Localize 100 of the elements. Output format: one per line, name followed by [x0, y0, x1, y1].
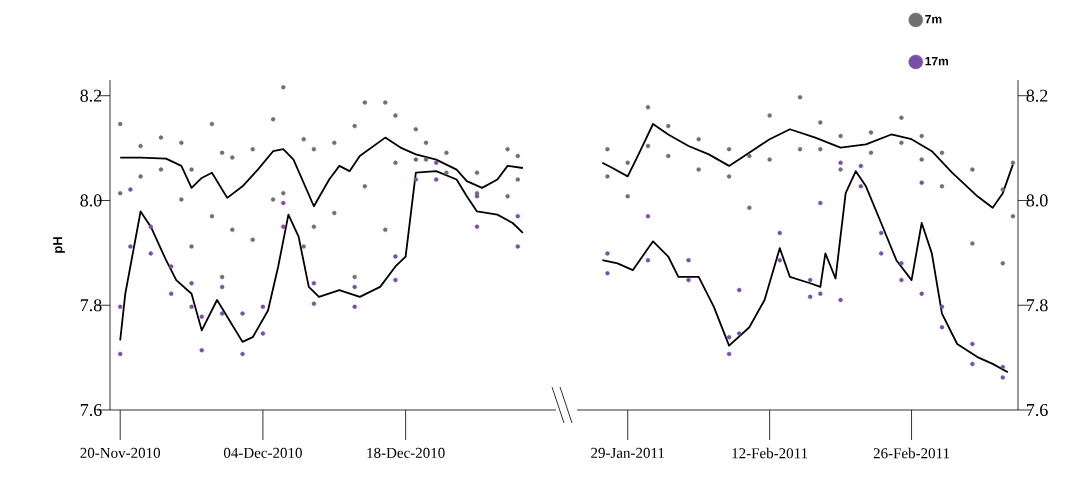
point [118, 190, 123, 196]
point [230, 155, 235, 160]
point [281, 224, 286, 229]
point [838, 160, 843, 165]
point [747, 205, 752, 211]
x-tick-label: 12-Feb-2011 [732, 447, 808, 459]
point [838, 133, 843, 139]
point [413, 157, 419, 162]
point [362, 184, 368, 189]
y-tick-label: 8.2 [80, 89, 102, 102]
point [219, 311, 225, 316]
point [189, 167, 194, 172]
point [515, 213, 520, 219]
point [939, 304, 945, 310]
point [919, 133, 924, 139]
point [696, 167, 701, 172]
point [868, 130, 874, 135]
point [393, 160, 398, 165]
point [138, 174, 143, 179]
point [605, 146, 610, 152]
point [767, 157, 772, 162]
point [970, 361, 975, 367]
point [301, 136, 306, 142]
legend-label: 7m [925, 15, 942, 24]
point [393, 277, 398, 283]
point [899, 277, 904, 283]
point [209, 213, 215, 219]
point [311, 146, 317, 152]
point [939, 325, 945, 330]
point [686, 257, 691, 263]
point [939, 150, 945, 156]
point [168, 291, 174, 296]
point [645, 143, 651, 149]
point [118, 304, 123, 310]
point [1010, 213, 1016, 219]
point [505, 146, 510, 152]
point [311, 301, 317, 306]
point [666, 123, 671, 129]
point [219, 274, 225, 280]
x-tick-label: 29-Jan-2011 [591, 447, 665, 458]
point [605, 251, 610, 256]
point [118, 351, 123, 357]
point [970, 241, 975, 246]
y-tick-label: 7.8 [1027, 299, 1048, 312]
point [858, 163, 864, 169]
point [423, 157, 429, 162]
point [605, 271, 610, 276]
x-tick-label: 18-Dec-2010 [367, 447, 445, 458]
point [209, 121, 215, 127]
line-series [601, 123, 1014, 209]
point [260, 304, 266, 310]
point [423, 140, 429, 146]
point [383, 100, 388, 105]
point [970, 341, 975, 347]
point [737, 331, 742, 336]
point [199, 348, 204, 353]
line-series [601, 170, 1009, 374]
point [158, 135, 164, 140]
point [515, 244, 520, 249]
point [281, 200, 286, 206]
y-tick-label: 8.2 [1026, 89, 1048, 102]
point [645, 257, 651, 263]
point [818, 146, 823, 152]
point [878, 230, 884, 236]
point [858, 184, 864, 189]
x-tick-label: 04-Dec-2010 [223, 447, 302, 458]
point [899, 261, 904, 266]
point [383, 227, 388, 233]
point [1000, 364, 1005, 370]
point [301, 244, 306, 249]
point [189, 304, 194, 310]
point [686, 277, 691, 283]
point [515, 153, 520, 159]
point [726, 146, 732, 152]
point [767, 113, 772, 118]
point [250, 146, 255, 152]
point [474, 224, 480, 229]
point [777, 257, 782, 263]
point [352, 284, 357, 290]
point [696, 136, 701, 142]
y-tick-label: 8.0 [80, 194, 102, 207]
point [332, 140, 337, 146]
y-tick-label: 7.6 [80, 403, 102, 417]
point [970, 167, 975, 172]
y-axis-title: pH [53, 237, 65, 253]
point [605, 174, 610, 179]
point [219, 150, 225, 156]
point [625, 160, 630, 165]
point [281, 190, 286, 196]
point [118, 121, 123, 127]
point [393, 254, 398, 259]
point [168, 264, 174, 269]
point [219, 284, 225, 290]
point [311, 281, 317, 286]
point [148, 224, 153, 229]
line-series [119, 136, 524, 208]
point [919, 291, 924, 296]
point [362, 100, 368, 105]
point [128, 187, 133, 192]
point [818, 120, 823, 125]
